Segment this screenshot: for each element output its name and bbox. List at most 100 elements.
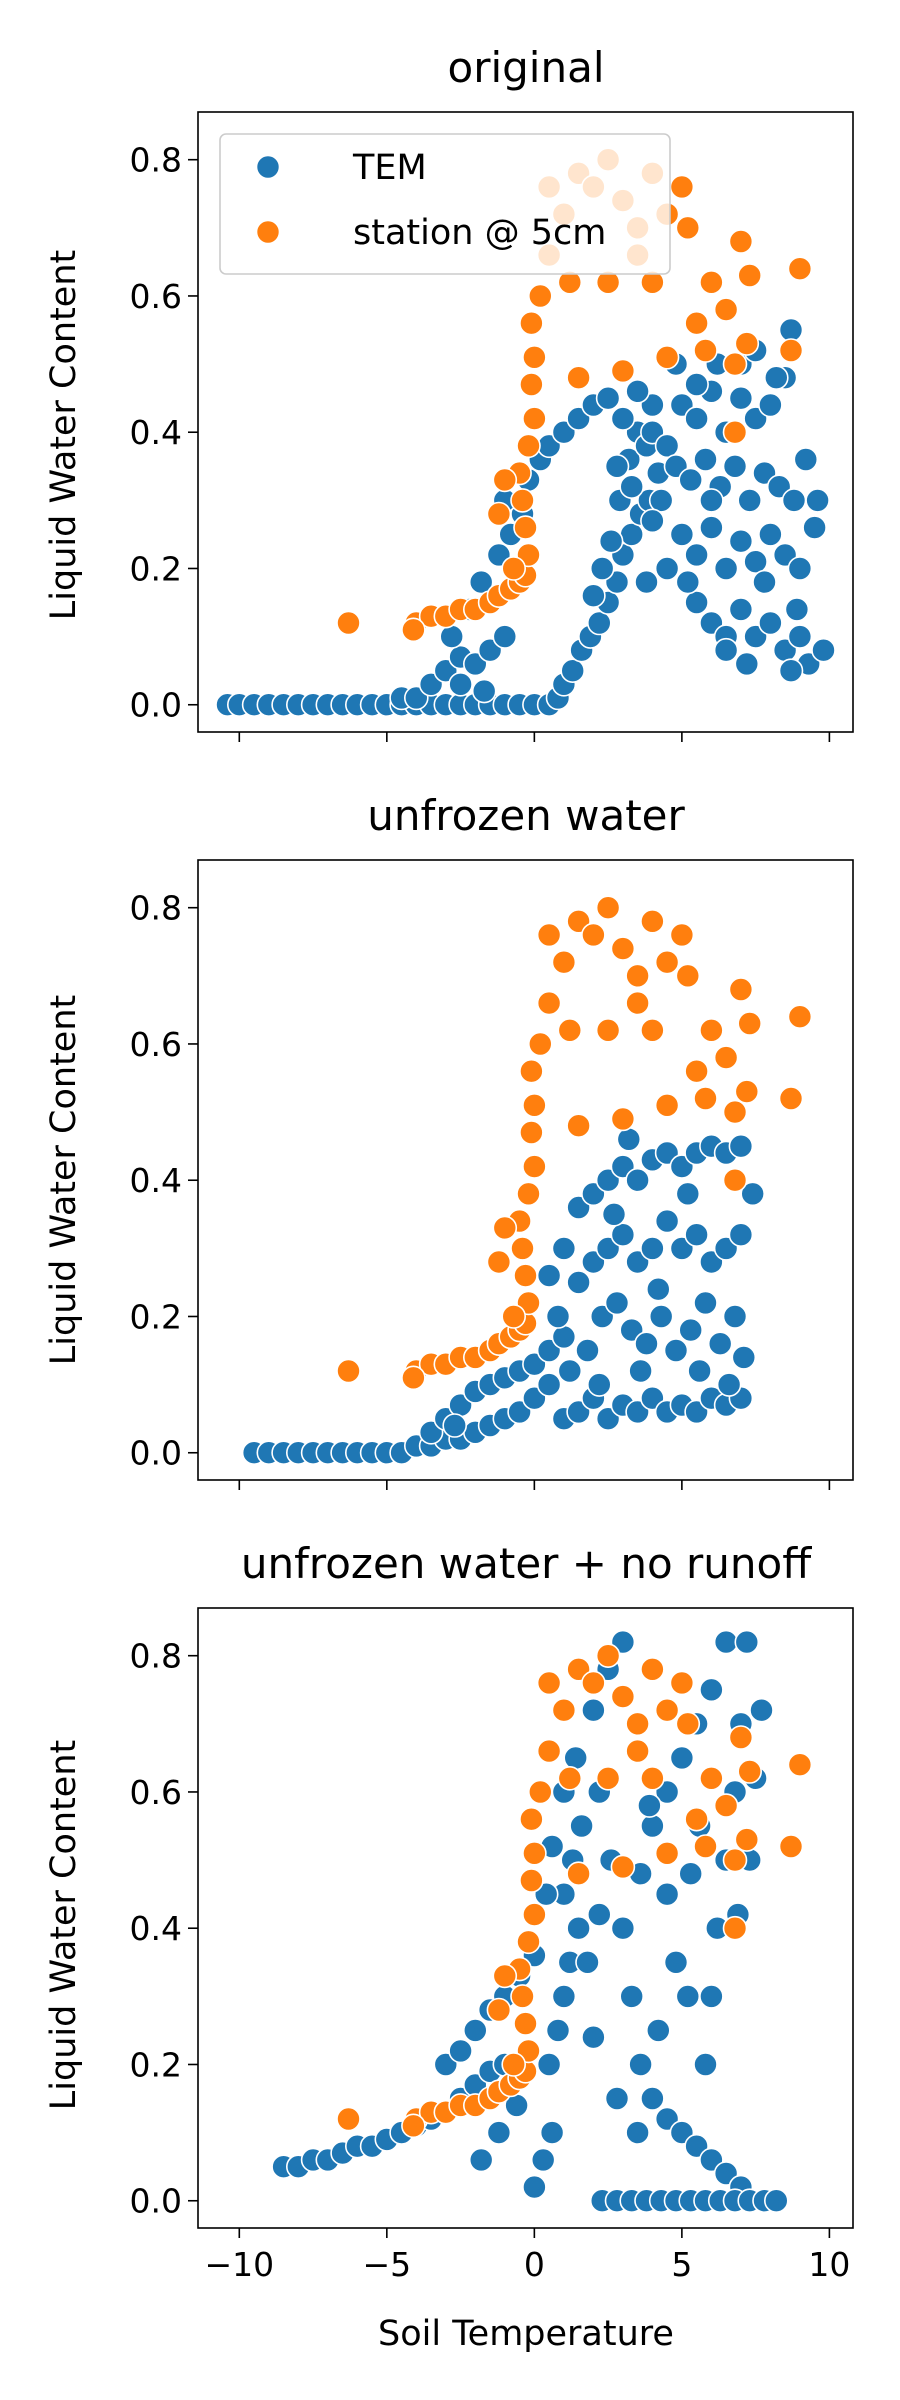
data-point [669, 174, 695, 200]
data-point [675, 1181, 701, 1207]
data-point [758, 522, 783, 547]
data-point [699, 1018, 724, 1043]
data-point [536, 1263, 562, 1288]
x-tick-label: 5 [671, 2245, 692, 2284]
data-point [601, 1202, 627, 1227]
data-point [628, 2052, 653, 2077]
data-point [471, 678, 497, 704]
data-point [595, 1643, 621, 1668]
plot-area-original: 0.0 0.2 0.4 0.6 0.8 TEM station @ 5cm [130, 111, 854, 742]
data-point [758, 610, 783, 636]
data-point [448, 671, 473, 697]
data-point [513, 1263, 538, 1288]
data-point [486, 1997, 512, 2023]
data-point [640, 1813, 665, 1839]
data-point [640, 1018, 665, 1043]
data-point [401, 2113, 426, 2139]
data-point [557, 1766, 583, 1791]
y-tick-label: 0.2 [130, 549, 182, 588]
data-point [707, 1331, 733, 1356]
data-point [640, 508, 665, 534]
data-point [734, 1079, 760, 1104]
data-point [713, 637, 739, 663]
panel-original: original Liquid Water Content 0.00.20.40… [44, 43, 854, 742]
data-point [513, 515, 538, 540]
data-point [737, 488, 763, 513]
data-point [575, 1338, 600, 1363]
data-point [728, 1133, 754, 1159]
data-point [486, 2120, 512, 2145]
data-point [536, 990, 562, 1016]
data-point [648, 1304, 674, 1329]
data-point [595, 1766, 621, 1791]
data-point [595, 1018, 621, 1043]
data-point [640, 2086, 665, 2111]
panel-unfrozen-water: unfrozen water Liquid Water Content 0.00… [44, 791, 854, 1490]
data-point [693, 338, 718, 363]
legend: TEM station @ 5cm [219, 133, 671, 275]
data-point [519, 1120, 544, 1145]
data-point [625, 1711, 650, 1737]
data-point [468, 569, 494, 595]
data-point [563, 1745, 589, 1771]
data-point [610, 1854, 636, 1880]
data-point [519, 310, 544, 336]
data-point [699, 515, 724, 540]
data-point [713, 1045, 739, 1070]
data-point [625, 1167, 650, 1193]
data-point [519, 1868, 544, 1893]
data-point [722, 1915, 748, 1941]
data-point [678, 1861, 704, 1886]
panel-unfrozen-water-no-runoff: unfrozen water + no runoff Liquid Water … [44, 1539, 854, 2354]
data-point [519, 372, 544, 397]
data-point [684, 406, 709, 431]
y-tick-label: 0.0 [130, 2182, 182, 2221]
y-axis-label-original: Liquid Water Content [44, 250, 84, 620]
data-point [581, 1697, 606, 1723]
legend-label: TEM [352, 148, 427, 188]
data-point [758, 392, 783, 418]
data-point [787, 1004, 813, 1030]
data-point [510, 1236, 535, 1261]
data-point [749, 1697, 774, 1723]
data-point [654, 1881, 680, 1907]
data-point [468, 2147, 494, 2173]
data-point [401, 617, 426, 643]
data-point [516, 1181, 541, 1207]
data-point [619, 1984, 645, 2009]
data-point [693, 1290, 718, 1316]
data-point [802, 515, 827, 540]
data-point [713, 556, 739, 581]
data-point [566, 1915, 591, 1941]
data-point [722, 453, 748, 479]
data-point [581, 1670, 606, 1696]
data-point [492, 624, 518, 649]
data-point [728, 977, 754, 1002]
data-point [492, 1963, 518, 1989]
data-point [675, 569, 701, 595]
y-tick-label: 0.8 [130, 1637, 182, 1676]
data-point [575, 1950, 600, 1975]
data-point [581, 922, 606, 948]
data-point [522, 2174, 547, 2200]
data-point [684, 372, 709, 397]
data-point [654, 556, 680, 581]
data-point [586, 1372, 612, 1397]
data-point [787, 556, 813, 581]
data-point [640, 1657, 665, 1682]
data-point [610, 1684, 636, 1709]
data-point [557, 1018, 583, 1043]
data-point [793, 447, 819, 472]
data-point [439, 624, 465, 649]
data-point [693, 447, 718, 472]
data-point [699, 1677, 724, 1703]
data-point [527, 283, 553, 309]
data-point [536, 922, 562, 948]
data-point [728, 229, 754, 254]
y-tick-label: 0.2 [130, 2045, 182, 2084]
data-point [501, 2052, 527, 2077]
y-tick-label: 0.4 [130, 1161, 182, 1200]
data-point [675, 963, 701, 989]
data-point [492, 467, 518, 493]
data-point [713, 297, 739, 322]
